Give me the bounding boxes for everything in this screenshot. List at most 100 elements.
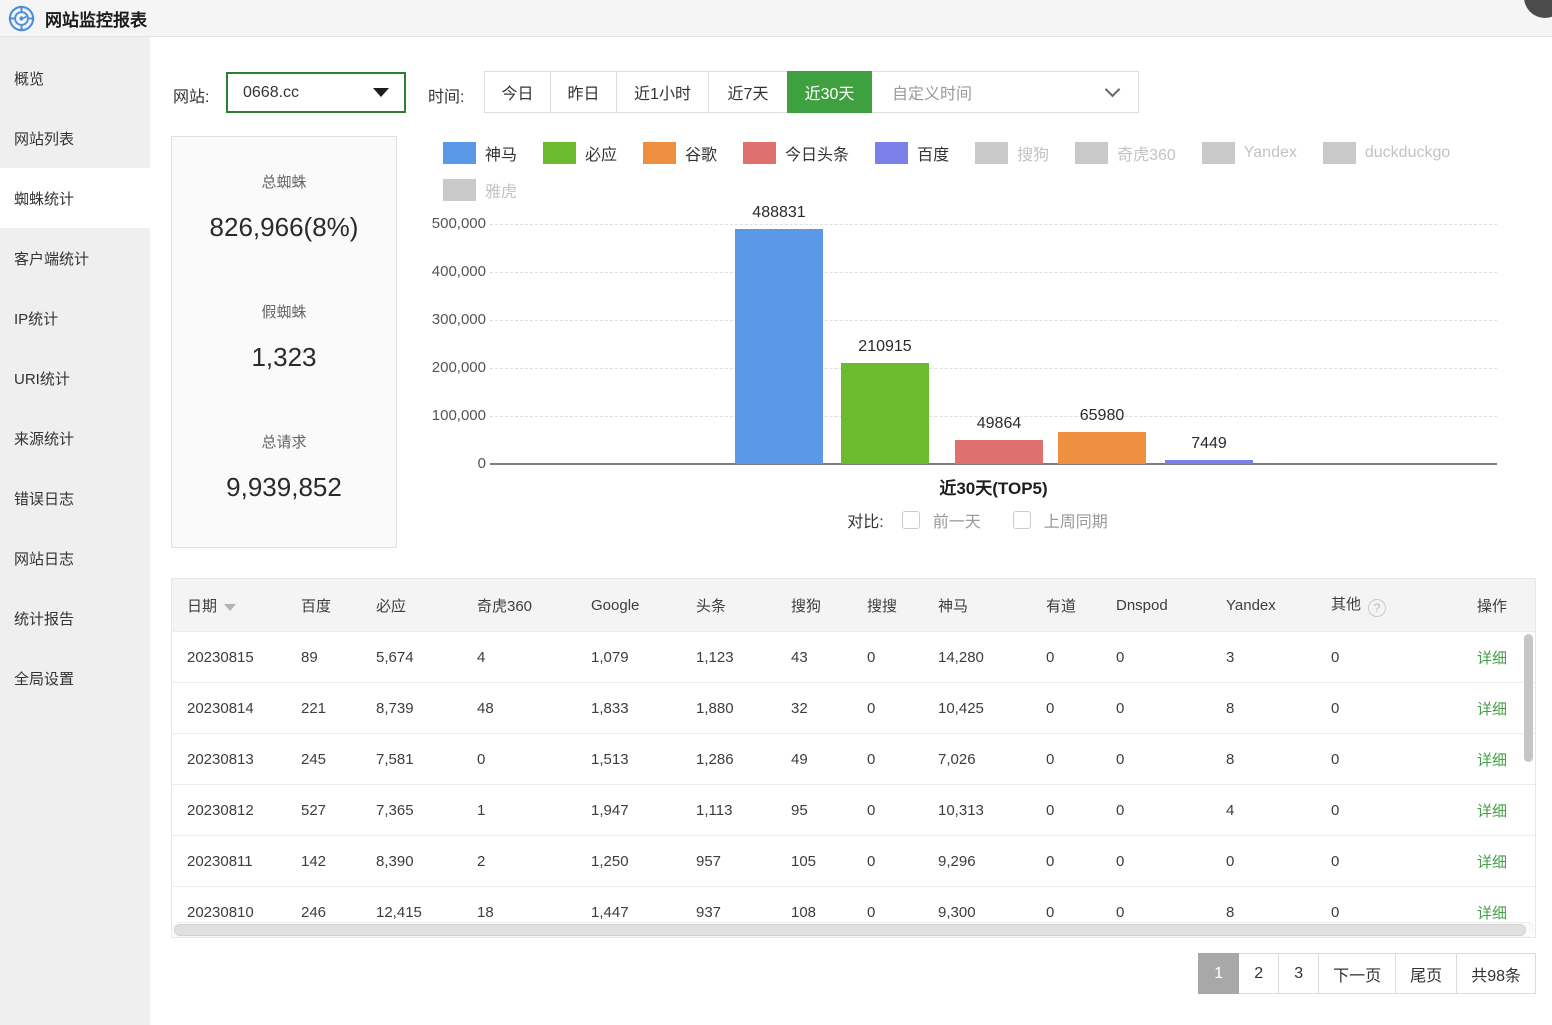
table-cell: 0: [1226, 853, 1331, 870]
table-cell: 4: [1226, 802, 1331, 819]
compare-checkbox[interactable]: [902, 511, 920, 529]
table-cell: 14,280: [938, 649, 1046, 666]
time-button[interactable]: 近7天: [708, 71, 788, 113]
legend-item[interactable]: 奇虎360: [1075, 141, 1176, 165]
legend-swatch: [443, 179, 476, 201]
table-cell: 0: [477, 751, 591, 768]
table-cell: 0: [867, 904, 938, 921]
vertical-scroll-thumb[interactable]: [1524, 634, 1533, 762]
table-row: 202308111428,39021,25095710509,2960000详细: [172, 835, 1535, 886]
corner-floating-widget[interactable]: [1524, 0, 1552, 18]
legend-item[interactable]: 雅虎: [443, 178, 517, 202]
table-cell: 7,026: [938, 751, 1046, 768]
sidebar-item-label: 蜘蛛统计: [14, 188, 74, 209]
table-cell: 1,947: [591, 802, 696, 819]
column-header-label: 操作: [1477, 598, 1507, 615]
table-cell: 5,674: [376, 649, 477, 666]
legend-item[interactable]: 必应: [543, 141, 617, 165]
table-cell: 0: [1116, 802, 1226, 819]
table-horizontal-scrollbar[interactable]: [172, 922, 1535, 937]
table-cell: 0: [1331, 802, 1436, 819]
table-cell: 0: [867, 751, 938, 768]
horizontal-scroll-thumb[interactable]: [174, 924, 1526, 936]
table-vertical-scrollbar[interactable]: [1524, 634, 1533, 934]
table-row: 202308142218,739481,8331,88032010,425008…: [172, 682, 1535, 733]
sidebar-item-label: URI统计: [14, 368, 70, 389]
sidebar-item-5[interactable]: IP统计: [0, 288, 150, 348]
column-header-10: 有道: [1046, 595, 1116, 616]
column-header-1[interactable]: 日期: [172, 595, 301, 616]
bar-value-label: 488831: [709, 204, 849, 222]
legend-item[interactable]: duckduckgo: [1323, 141, 1450, 165]
sidebar-item-label: 网站列表: [14, 128, 74, 149]
table-cell: 0: [1331, 751, 1436, 768]
column-header-label: 头条: [696, 598, 726, 615]
target-logo-icon: [8, 5, 35, 32]
sidebar-item-4[interactable]: 客户端统计: [0, 228, 150, 288]
table-cell: 1,250: [591, 853, 696, 870]
page-button-1[interactable]: 1: [1198, 953, 1239, 994]
sidebar-item-7[interactable]: 来源统计: [0, 408, 150, 468]
page-button-2[interactable]: 2: [1238, 953, 1279, 994]
bar-今日头条: [955, 440, 1043, 464]
compare-checkbox[interactable]: [1013, 511, 1031, 529]
top-header-bar: 网站监控报表: [0, 0, 1552, 37]
time-button[interactable]: 今日: [484, 71, 551, 113]
sidebar-item-1[interactable]: 概览: [0, 48, 150, 108]
table-cell: 20230812: [172, 802, 301, 819]
legend-item[interactable]: 谷歌: [643, 141, 717, 165]
last-page-button[interactable]: 尾页: [1395, 953, 1457, 994]
table-cell: 0: [1116, 649, 1226, 666]
table-cell: 246: [301, 904, 376, 921]
column-header-3: 必应: [376, 595, 477, 616]
table-cell: 1,123: [696, 649, 791, 666]
table-cell: 0: [1331, 700, 1436, 717]
sidebar-item-9[interactable]: 网站日志: [0, 528, 150, 588]
legend-item[interactable]: 搜狗: [975, 141, 1049, 165]
detail-link[interactable]: 详细: [1477, 650, 1507, 667]
legend-label: 神马: [485, 141, 517, 165]
legend-item[interactable]: 百度: [875, 141, 949, 165]
page-button-3[interactable]: 3: [1278, 953, 1319, 994]
dropdown-triangle-icon: [373, 88, 389, 97]
column-header-11: Dnspod: [1116, 597, 1226, 614]
column-header-14: 操作: [1436, 595, 1537, 616]
column-header-2: 百度: [301, 595, 376, 616]
custom-time-dropdown[interactable]: 自定义时间: [871, 71, 1139, 113]
y-axis-tick-label: 300,000: [420, 311, 486, 328]
table-cell: 20230813: [172, 751, 301, 768]
legend-swatch: [975, 142, 1008, 164]
pagination: 123下一页尾页共98条: [1199, 953, 1536, 994]
legend-item[interactable]: 神马: [443, 141, 517, 165]
time-button[interactable]: 昨日: [550, 71, 617, 113]
table-cell: 1,833: [591, 700, 696, 717]
gridline: [490, 368, 1497, 369]
time-filter-group: 今日昨日近1小时近7天近30天自定义时间: [485, 71, 1139, 113]
detail-link[interactable]: 详细: [1477, 803, 1507, 820]
legend-label: 谷歌: [685, 141, 717, 165]
time-button[interactable]: 近30天: [787, 71, 872, 113]
legend-item[interactable]: Yandex: [1202, 141, 1297, 165]
legend-item[interactable]: 今日头条: [743, 141, 849, 165]
table-cell: 0: [1046, 649, 1116, 666]
site-select-dropdown[interactable]: 0668.cc: [226, 72, 406, 113]
next-page-button[interactable]: 下一页: [1318, 953, 1396, 994]
help-icon[interactable]: ?: [1368, 599, 1386, 617]
table-cell: 0: [1331, 853, 1436, 870]
time-button[interactable]: 近1小时: [616, 71, 709, 113]
sidebar-item-8[interactable]: 错误日志: [0, 468, 150, 528]
detail-link[interactable]: 详细: [1477, 854, 1507, 871]
table-cell: 937: [696, 904, 791, 921]
detail-link[interactable]: 详细: [1477, 701, 1507, 718]
table-cell: 4: [477, 649, 591, 666]
sidebar-item-10[interactable]: 统计报告: [0, 588, 150, 648]
sidebar-item-6[interactable]: URI统计: [0, 348, 150, 408]
stat-label: 总请求: [261, 431, 306, 452]
sidebar-item-3[interactable]: 蜘蛛统计: [0, 168, 150, 228]
table-cell: 8: [1226, 700, 1331, 717]
sort-descending-icon[interactable]: [224, 604, 236, 611]
sidebar-item-2[interactable]: 网站列表: [0, 108, 150, 168]
detail-link[interactable]: 详细: [1477, 752, 1507, 769]
sidebar-item-11[interactable]: 全局设置: [0, 648, 150, 708]
detail-link[interactable]: 详细: [1477, 905, 1507, 922]
